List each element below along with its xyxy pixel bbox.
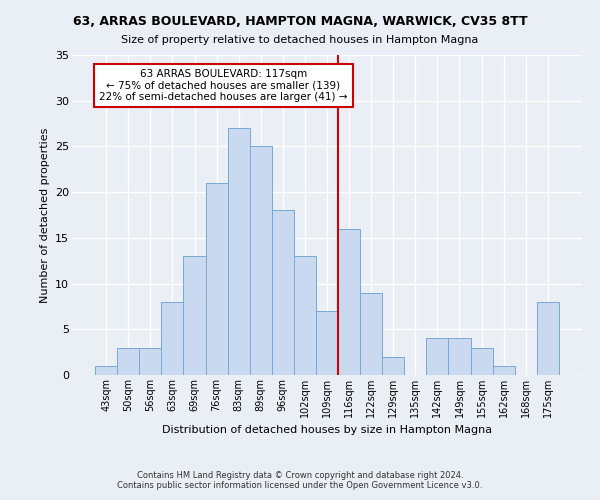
Text: 63 ARRAS BOULEVARD: 117sqm
← 75% of detached houses are smaller (139)
22% of sem: 63 ARRAS BOULEVARD: 117sqm ← 75% of deta…: [99, 68, 347, 102]
Bar: [316, 311, 338, 375]
Bar: [360, 292, 382, 375]
Text: 63, ARRAS BOULEVARD, HAMPTON MAGNA, WARWICK, CV35 8TT: 63, ARRAS BOULEVARD, HAMPTON MAGNA, WARW…: [73, 15, 527, 28]
Bar: [382, 356, 404, 375]
Text: Contains HM Land Registry data © Crown copyright and database right 2024.
Contai: Contains HM Land Registry data © Crown c…: [118, 470, 482, 490]
Bar: [272, 210, 294, 375]
Bar: [117, 348, 139, 375]
Bar: [427, 338, 448, 375]
Y-axis label: Number of detached properties: Number of detached properties: [40, 128, 50, 302]
Bar: [206, 183, 227, 375]
Bar: [493, 366, 515, 375]
Bar: [294, 256, 316, 375]
Bar: [470, 348, 493, 375]
Bar: [250, 146, 272, 375]
Bar: [184, 256, 206, 375]
Text: Size of property relative to detached houses in Hampton Magna: Size of property relative to detached ho…: [121, 35, 479, 45]
Bar: [161, 302, 184, 375]
Bar: [338, 228, 360, 375]
Bar: [537, 302, 559, 375]
Bar: [227, 128, 250, 375]
Bar: [139, 348, 161, 375]
Bar: [448, 338, 470, 375]
X-axis label: Distribution of detached houses by size in Hampton Magna: Distribution of detached houses by size …: [162, 426, 492, 436]
Bar: [95, 366, 117, 375]
